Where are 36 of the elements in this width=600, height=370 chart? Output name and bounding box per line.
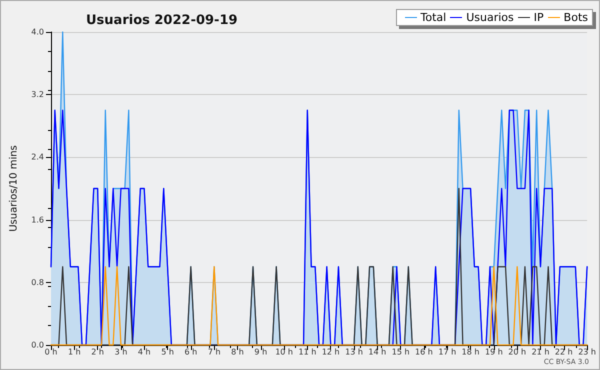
legend-label: IP	[534, 11, 544, 24]
y-tick-label: 3.2	[31, 90, 44, 100]
x-tick-label: 2 h	[91, 348, 104, 356]
x-tick-label: 13 h	[345, 348, 363, 356]
x-tick-label: 1 h	[68, 348, 81, 356]
x-tick-label: 7 h	[208, 348, 221, 356]
x-tick-label: 0 h	[44, 348, 58, 356]
y-tick-label: 0.8	[31, 278, 44, 287]
x-tick-label: 22 h	[554, 348, 573, 356]
x-tick-label: 9 h	[254, 348, 268, 356]
x-tick-label: 14 h	[368, 348, 386, 356]
x-tick-label: 19 h	[484, 348, 503, 356]
x-tick-label: 18 h	[462, 348, 480, 356]
y-tick-label: 0.0	[31, 340, 44, 350]
x-tick-label: 8 h	[231, 348, 244, 356]
legend-label: Total	[420, 11, 446, 24]
legend-label: Usuarios	[466, 11, 514, 24]
x-tick-label: 15 h	[392, 348, 410, 356]
y-tick-label: 2.4	[31, 152, 44, 162]
x-tick-label: 17 h	[438, 348, 456, 356]
x-tick-label: 16 h	[415, 348, 433, 356]
x-tick-label: 10 h	[275, 348, 293, 356]
x-tick-label: 11 h	[298, 348, 316, 356]
y-axis-title: Usuarios/10 mins	[8, 145, 20, 232]
x-tick-label: 4 h	[138, 348, 151, 356]
x-tick-label: 21 h	[532, 348, 550, 356]
x-tick-label: 5 h	[161, 348, 174, 356]
legend-label: Bots	[564, 11, 588, 24]
x-tick-label: 6 h	[184, 348, 198, 356]
x-tick-label: 20 h	[508, 348, 526, 356]
x-tick-label: 12 h	[322, 348, 340, 356]
chart-title: Usuarios 2022-09-19	[86, 13, 238, 28]
y-tick-label: 4.0	[31, 28, 44, 36]
y-tick-label: 1.6	[31, 215, 44, 224]
x-tick-label: 23 h	[578, 348, 596, 356]
x-tick-label: 3 h	[114, 348, 128, 356]
